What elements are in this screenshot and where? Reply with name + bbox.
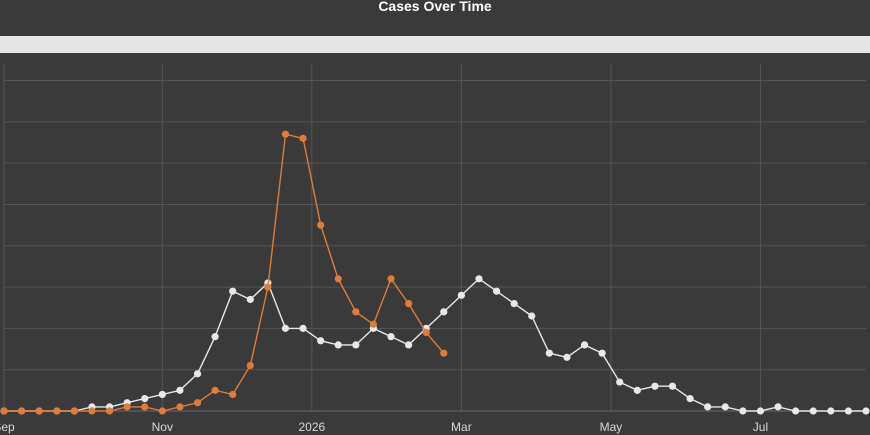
data-point[interactable] (440, 349, 448, 357)
data-point[interactable] (229, 287, 237, 295)
data-point[interactable] (281, 130, 290, 138)
data-point[interactable] (299, 134, 307, 142)
data-point[interactable] (229, 390, 237, 399)
x-tick-label: Jul (753, 420, 768, 434)
data-point[interactable] (334, 275, 342, 283)
x-tick-label: Mar (451, 420, 472, 434)
data-point[interactable] (528, 312, 536, 320)
data-point[interactable] (53, 407, 61, 415)
data-point[interactable] (299, 324, 307, 332)
data-point[interactable] (158, 390, 166, 399)
data-point[interactable] (704, 403, 712, 411)
data-point[interactable] (246, 295, 254, 304)
data-point[interactable] (352, 308, 360, 316)
data-point[interactable] (616, 378, 624, 386)
x-tick-label: 2026 (299, 420, 326, 434)
data-point[interactable] (123, 403, 131, 411)
data-point[interactable] (792, 407, 800, 415)
horizontal-scrollbar[interactable] (0, 36, 870, 53)
data-point[interactable] (651, 382, 659, 390)
data-point[interactable] (317, 221, 325, 229)
data-point[interactable] (141, 403, 149, 411)
data-point[interactable] (739, 407, 747, 415)
data-point[interactable] (422, 328, 430, 337)
data-point[interactable] (668, 382, 677, 390)
grid-lines (0, 64, 870, 412)
data-point[interactable] (686, 395, 694, 403)
data-point[interactable] (317, 337, 325, 345)
data-point[interactable] (844, 407, 853, 415)
data-point[interactable] (141, 395, 149, 403)
x-axis-ticks: Sep Nov 2026 Mar May Jul (0, 420, 768, 434)
data-point[interactable] (264, 283, 272, 291)
data-point[interactable] (387, 333, 395, 341)
data-point[interactable] (88, 407, 96, 415)
data-point[interactable] (246, 361, 254, 370)
x-tick-label: Sep (0, 420, 15, 434)
data-point[interactable] (0, 407, 8, 415)
data-point[interactable] (211, 333, 219, 341)
chart-title: Cases Over Time (378, 0, 492, 14)
data-point[interactable] (580, 341, 589, 349)
data-point[interactable] (17, 407, 26, 415)
data-point[interactable] (809, 407, 817, 415)
data-point[interactable] (457, 291, 465, 299)
data-point[interactable] (281, 324, 290, 332)
series-line-1 (4, 278, 866, 412)
data-point[interactable] (827, 407, 835, 415)
data-point[interactable] (176, 386, 184, 394)
data-point[interactable] (176, 403, 184, 411)
data-point[interactable] (862, 407, 870, 415)
data-point[interactable] (563, 353, 571, 361)
data-point[interactable] (510, 299, 518, 308)
data-point[interactable] (193, 399, 202, 407)
data-point[interactable] (387, 275, 395, 283)
data-point[interactable] (475, 275, 483, 283)
x-tick-label: May (600, 420, 623, 434)
data-point[interactable] (756, 407, 765, 415)
data-point[interactable] (158, 407, 166, 415)
series-layer (0, 130, 870, 415)
data-point[interactable] (405, 299, 413, 308)
data-point[interactable] (633, 386, 641, 394)
data-point[interactable] (70, 407, 78, 415)
data-point[interactable] (35, 407, 43, 415)
x-tick-label: Nov (152, 420, 173, 434)
data-point[interactable] (721, 403, 729, 411)
data-point[interactable] (211, 386, 219, 394)
data-point[interactable] (105, 407, 114, 415)
data-point[interactable] (774, 403, 782, 411)
data-point[interactable] (405, 341, 413, 349)
data-point[interactable] (369, 320, 378, 328)
data-point[interactable] (598, 349, 606, 357)
data-point[interactable] (440, 308, 448, 316)
data-point[interactable] (193, 370, 202, 378)
data-point[interactable] (334, 341, 342, 349)
data-point[interactable] (492, 287, 501, 295)
data-point[interactable] (545, 349, 553, 357)
data-point[interactable] (352, 341, 360, 349)
